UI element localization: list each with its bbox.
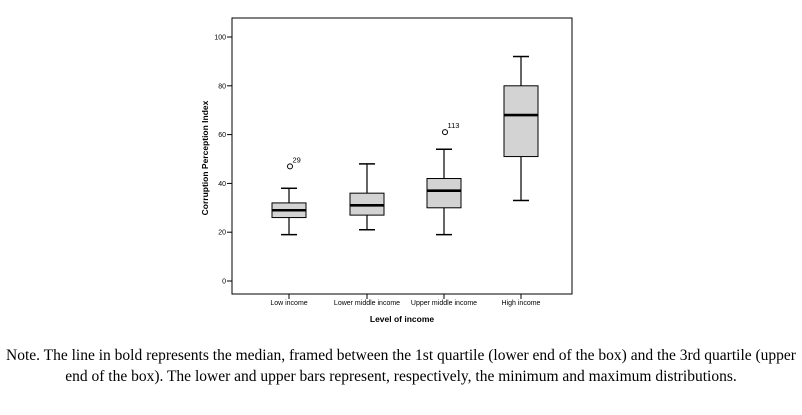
box-group (503, 55, 539, 202)
iqr-box (426, 178, 462, 209)
y-tick-label: 40 (218, 181, 226, 188)
box-group: 113 (426, 121, 462, 236)
x-tick-label: High income (502, 300, 541, 307)
y-tick-label: 20 (218, 230, 226, 237)
y-tick-label: 80 (218, 83, 226, 90)
plot-frame (231, 17, 573, 295)
y-tick-label: 0 (222, 279, 226, 286)
y-tick-label: 100 (214, 35, 226, 42)
outlier-point (287, 163, 293, 170)
x-axis: Low income Lower middle income Upper middl… (270, 294, 541, 307)
outlier-label: 113 (448, 121, 460, 130)
x-tick-label: Upper middle income (411, 300, 477, 307)
outlier-label: 29 (293, 155, 301, 164)
x-axis-title: Level of income (370, 314, 435, 324)
x-tick-label: Low income (270, 300, 307, 307)
boxplot-chart: 0 20 40 60 80 100 Low income Lower middle inco… (200, 17, 573, 324)
iqr-box (503, 85, 539, 158)
x-tick-label: Lower middle income (334, 300, 400, 307)
box-group (349, 163, 385, 231)
figure-note: Note. The line in bold represents the me… (6, 347, 796, 385)
outlier-point (442, 129, 448, 136)
y-axis-title: Corruption Perception Index (200, 100, 210, 215)
y-axis: 0 20 40 60 80 100 (214, 35, 232, 286)
y-tick-label: 60 (218, 132, 226, 139)
box-group: 29 (271, 155, 307, 236)
boxes: 29 113 (271, 55, 539, 236)
